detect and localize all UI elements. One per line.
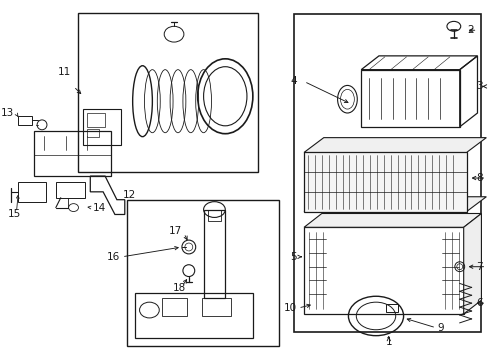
Bar (204, 210, 225, 298)
Bar (386, 304, 398, 312)
Text: 18: 18 (172, 283, 186, 293)
Bar (162, 298, 187, 316)
Polygon shape (464, 213, 481, 314)
Bar (201, 298, 231, 316)
Bar (208, 210, 221, 221)
Bar (127, 200, 279, 346)
Bar (304, 152, 466, 212)
Text: 3: 3 (476, 81, 483, 91)
Bar (34, 131, 111, 176)
Bar (135, 293, 253, 338)
Polygon shape (304, 138, 487, 152)
Text: 12: 12 (123, 190, 136, 200)
Bar (83, 109, 121, 144)
Bar (19, 182, 46, 202)
Bar (304, 227, 464, 314)
Text: 2: 2 (467, 25, 473, 35)
Text: 15: 15 (8, 210, 21, 220)
Text: 6: 6 (476, 298, 483, 308)
Bar (294, 14, 481, 332)
Text: 5: 5 (291, 252, 297, 262)
Bar (361, 69, 460, 127)
Text: 1: 1 (386, 337, 392, 347)
Bar (87, 129, 99, 137)
Text: 17: 17 (169, 226, 182, 236)
Bar (87, 113, 105, 127)
Text: 14: 14 (93, 203, 106, 213)
Text: 13: 13 (1, 108, 14, 118)
Text: 8: 8 (476, 173, 483, 183)
Text: 16: 16 (107, 252, 120, 262)
Text: 11: 11 (57, 67, 71, 77)
Text: 7: 7 (476, 262, 483, 272)
Text: 9: 9 (437, 323, 444, 333)
Bar (78, 13, 258, 172)
Bar (19, 116, 32, 125)
Text: 4: 4 (291, 76, 297, 86)
Polygon shape (304, 213, 481, 227)
Bar (56, 182, 85, 198)
Polygon shape (304, 197, 487, 212)
Text: 10: 10 (284, 303, 297, 313)
